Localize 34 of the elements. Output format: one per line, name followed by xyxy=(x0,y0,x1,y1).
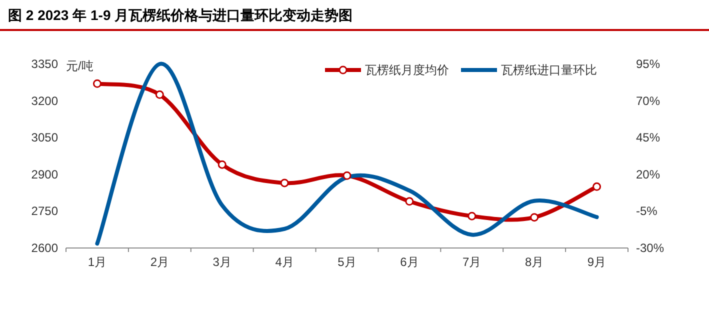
point xyxy=(92,79,102,88)
y2-tick-label: 70% xyxy=(636,94,660,108)
legend-label: 瓦楞纸进口量环比 xyxy=(501,63,597,77)
x-tick-label: 7月 xyxy=(462,255,482,269)
x-tick-label: 2月 xyxy=(150,255,170,269)
point xyxy=(530,213,539,222)
y2-tick-label: 45% xyxy=(636,130,660,145)
y2-tick-label: 95% xyxy=(636,57,660,71)
x-tick-label: 1月 xyxy=(88,255,107,269)
y2-tick-label: -5% xyxy=(636,204,658,218)
y-tick-label: 2900 xyxy=(31,167,58,182)
y-axis-title: 元/吨 xyxy=(66,59,94,73)
point xyxy=(218,160,226,169)
y-tick-label: 3200 xyxy=(31,94,58,108)
point xyxy=(280,178,289,188)
y-tick-label: 3050 xyxy=(31,130,58,145)
x-tick-label: 4月 xyxy=(275,255,294,269)
x-tick-label: 9月 xyxy=(587,255,606,269)
point xyxy=(592,182,602,191)
y2-tick-label: 20% xyxy=(636,167,660,182)
y-tick-label: 2750 xyxy=(31,204,58,218)
point xyxy=(342,171,352,180)
point xyxy=(155,90,164,99)
x-tick-label: 5月 xyxy=(338,255,356,269)
y-tick-label: 3350 xyxy=(31,57,58,71)
x-tick-label: 8月 xyxy=(524,255,544,269)
legend-label: 瓦楞纸月度均价 xyxy=(365,63,449,77)
point xyxy=(405,197,414,206)
y2-tick-label: -30% xyxy=(636,241,664,255)
y-tick-label: 2600 xyxy=(31,241,58,255)
title: 图 2 2023 年 1-9 月瓦楞纸价格与进口量环比变动走势图 xyxy=(8,7,353,23)
x-tick-label: 6月 xyxy=(400,255,419,269)
x-tick-label: 3月 xyxy=(212,255,232,269)
point xyxy=(468,212,476,220)
